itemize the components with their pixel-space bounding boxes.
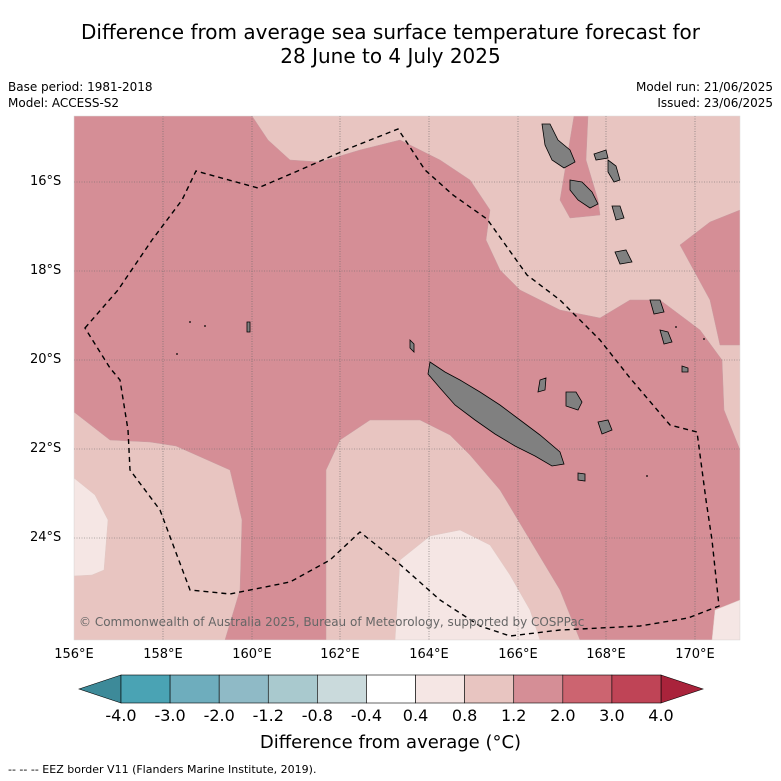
lon-tick-label: 170°E xyxy=(675,647,715,662)
colorbar-segment xyxy=(464,674,515,704)
model-run-label: Model run: 21/06/2025 xyxy=(635,80,773,94)
lon-tick-label: 164°E xyxy=(409,647,449,662)
copyright-notice: © Commonwealth of Australia 2025, Bureau… xyxy=(79,615,585,629)
sst-band-0.4-0.8-south xyxy=(394,529,541,640)
loyalty-islands xyxy=(537,377,613,435)
colorbar-tick-label: 2.0 xyxy=(550,706,576,725)
lon-tick-label: 166°E xyxy=(498,647,538,662)
colorbar-segment xyxy=(169,674,220,704)
chart-title-line1: Difference from average sea surface temp… xyxy=(80,20,700,44)
new-caledonia-island xyxy=(427,361,565,467)
map-frame xyxy=(73,115,741,641)
sst-band-0.4-0.8-se xyxy=(711,599,740,640)
model-label: Model: ACCESS-S2 xyxy=(8,96,120,110)
colorbar-tick-label: 1.2 xyxy=(500,706,527,725)
colorbar-segment xyxy=(317,674,367,704)
lat-tick-label: 20°S xyxy=(30,352,62,367)
colorbar-tick-label: -2.0 xyxy=(203,706,235,725)
reef-speck-icon xyxy=(176,353,178,355)
colorbar-segment xyxy=(120,674,171,704)
lat-tick-label: 18°S xyxy=(30,263,62,278)
graticule xyxy=(74,116,740,640)
colorbar-low-extend xyxy=(78,674,122,704)
lat-tick-label: 22°S xyxy=(30,441,62,456)
colorbar-tick-label: -0.4 xyxy=(350,706,383,725)
eez-legend-note: -- -- -- EEZ border V11 (Flanders Marine… xyxy=(8,763,317,776)
colorbar-segment xyxy=(611,674,662,704)
colorbar-segment xyxy=(562,674,613,704)
colorbar-tick-label: -3.0 xyxy=(154,706,186,725)
colorbar-title: Difference from average (°C) xyxy=(259,732,522,753)
colorbar-tick-label: 4.0 xyxy=(648,706,674,725)
colorbar-segment xyxy=(267,674,318,704)
reef-speck-icon xyxy=(204,325,206,327)
lon-tick-label: 168°E xyxy=(586,647,626,662)
reef-speck-icon xyxy=(189,321,191,323)
reef-speck-icon xyxy=(675,326,677,328)
colorbar-tick-label: -4.0 xyxy=(105,706,137,725)
vanuatu-islands xyxy=(541,123,689,373)
colorbar-tick-label: 0.8 xyxy=(451,706,478,725)
colorbar-segment xyxy=(415,674,465,704)
reef-speck-icon xyxy=(703,338,705,340)
chart-title-line2: 28 June to 4 July 2025 xyxy=(280,44,501,68)
colorbar-segment xyxy=(513,674,564,704)
chesterfield-reefs xyxy=(246,321,415,353)
sst-band-0.4-0.8-west xyxy=(74,477,109,577)
colorbar-high-extend xyxy=(660,674,704,704)
colorbar-tick-label: -0.8 xyxy=(301,706,333,725)
colorbar xyxy=(78,674,704,704)
lon-tick-label: 162°E xyxy=(320,647,360,662)
colorbar-segment xyxy=(366,674,416,704)
lon-tick-label: 158°E xyxy=(143,647,183,662)
colorbar-tick-label: -1.2 xyxy=(252,706,284,725)
lat-tick-label: 16°S xyxy=(30,174,62,189)
base-period-label: Base period: 1981-2018 xyxy=(8,80,153,94)
colorbar-tick-label: 3.0 xyxy=(599,706,625,725)
lat-tick-label: 24°S xyxy=(30,530,62,545)
colorbar-segment xyxy=(218,674,269,704)
reef-speck-icon xyxy=(646,475,648,477)
isle-of-pines xyxy=(577,472,586,482)
issued-label: Issued: 23/06/2025 xyxy=(657,96,773,110)
colorbar-tick-label: 0.4 xyxy=(402,706,429,725)
lon-tick-label: 156°E xyxy=(54,647,94,662)
sst-band-1.2-2.0 xyxy=(74,116,740,640)
lon-tick-label: 160°E xyxy=(232,647,272,662)
